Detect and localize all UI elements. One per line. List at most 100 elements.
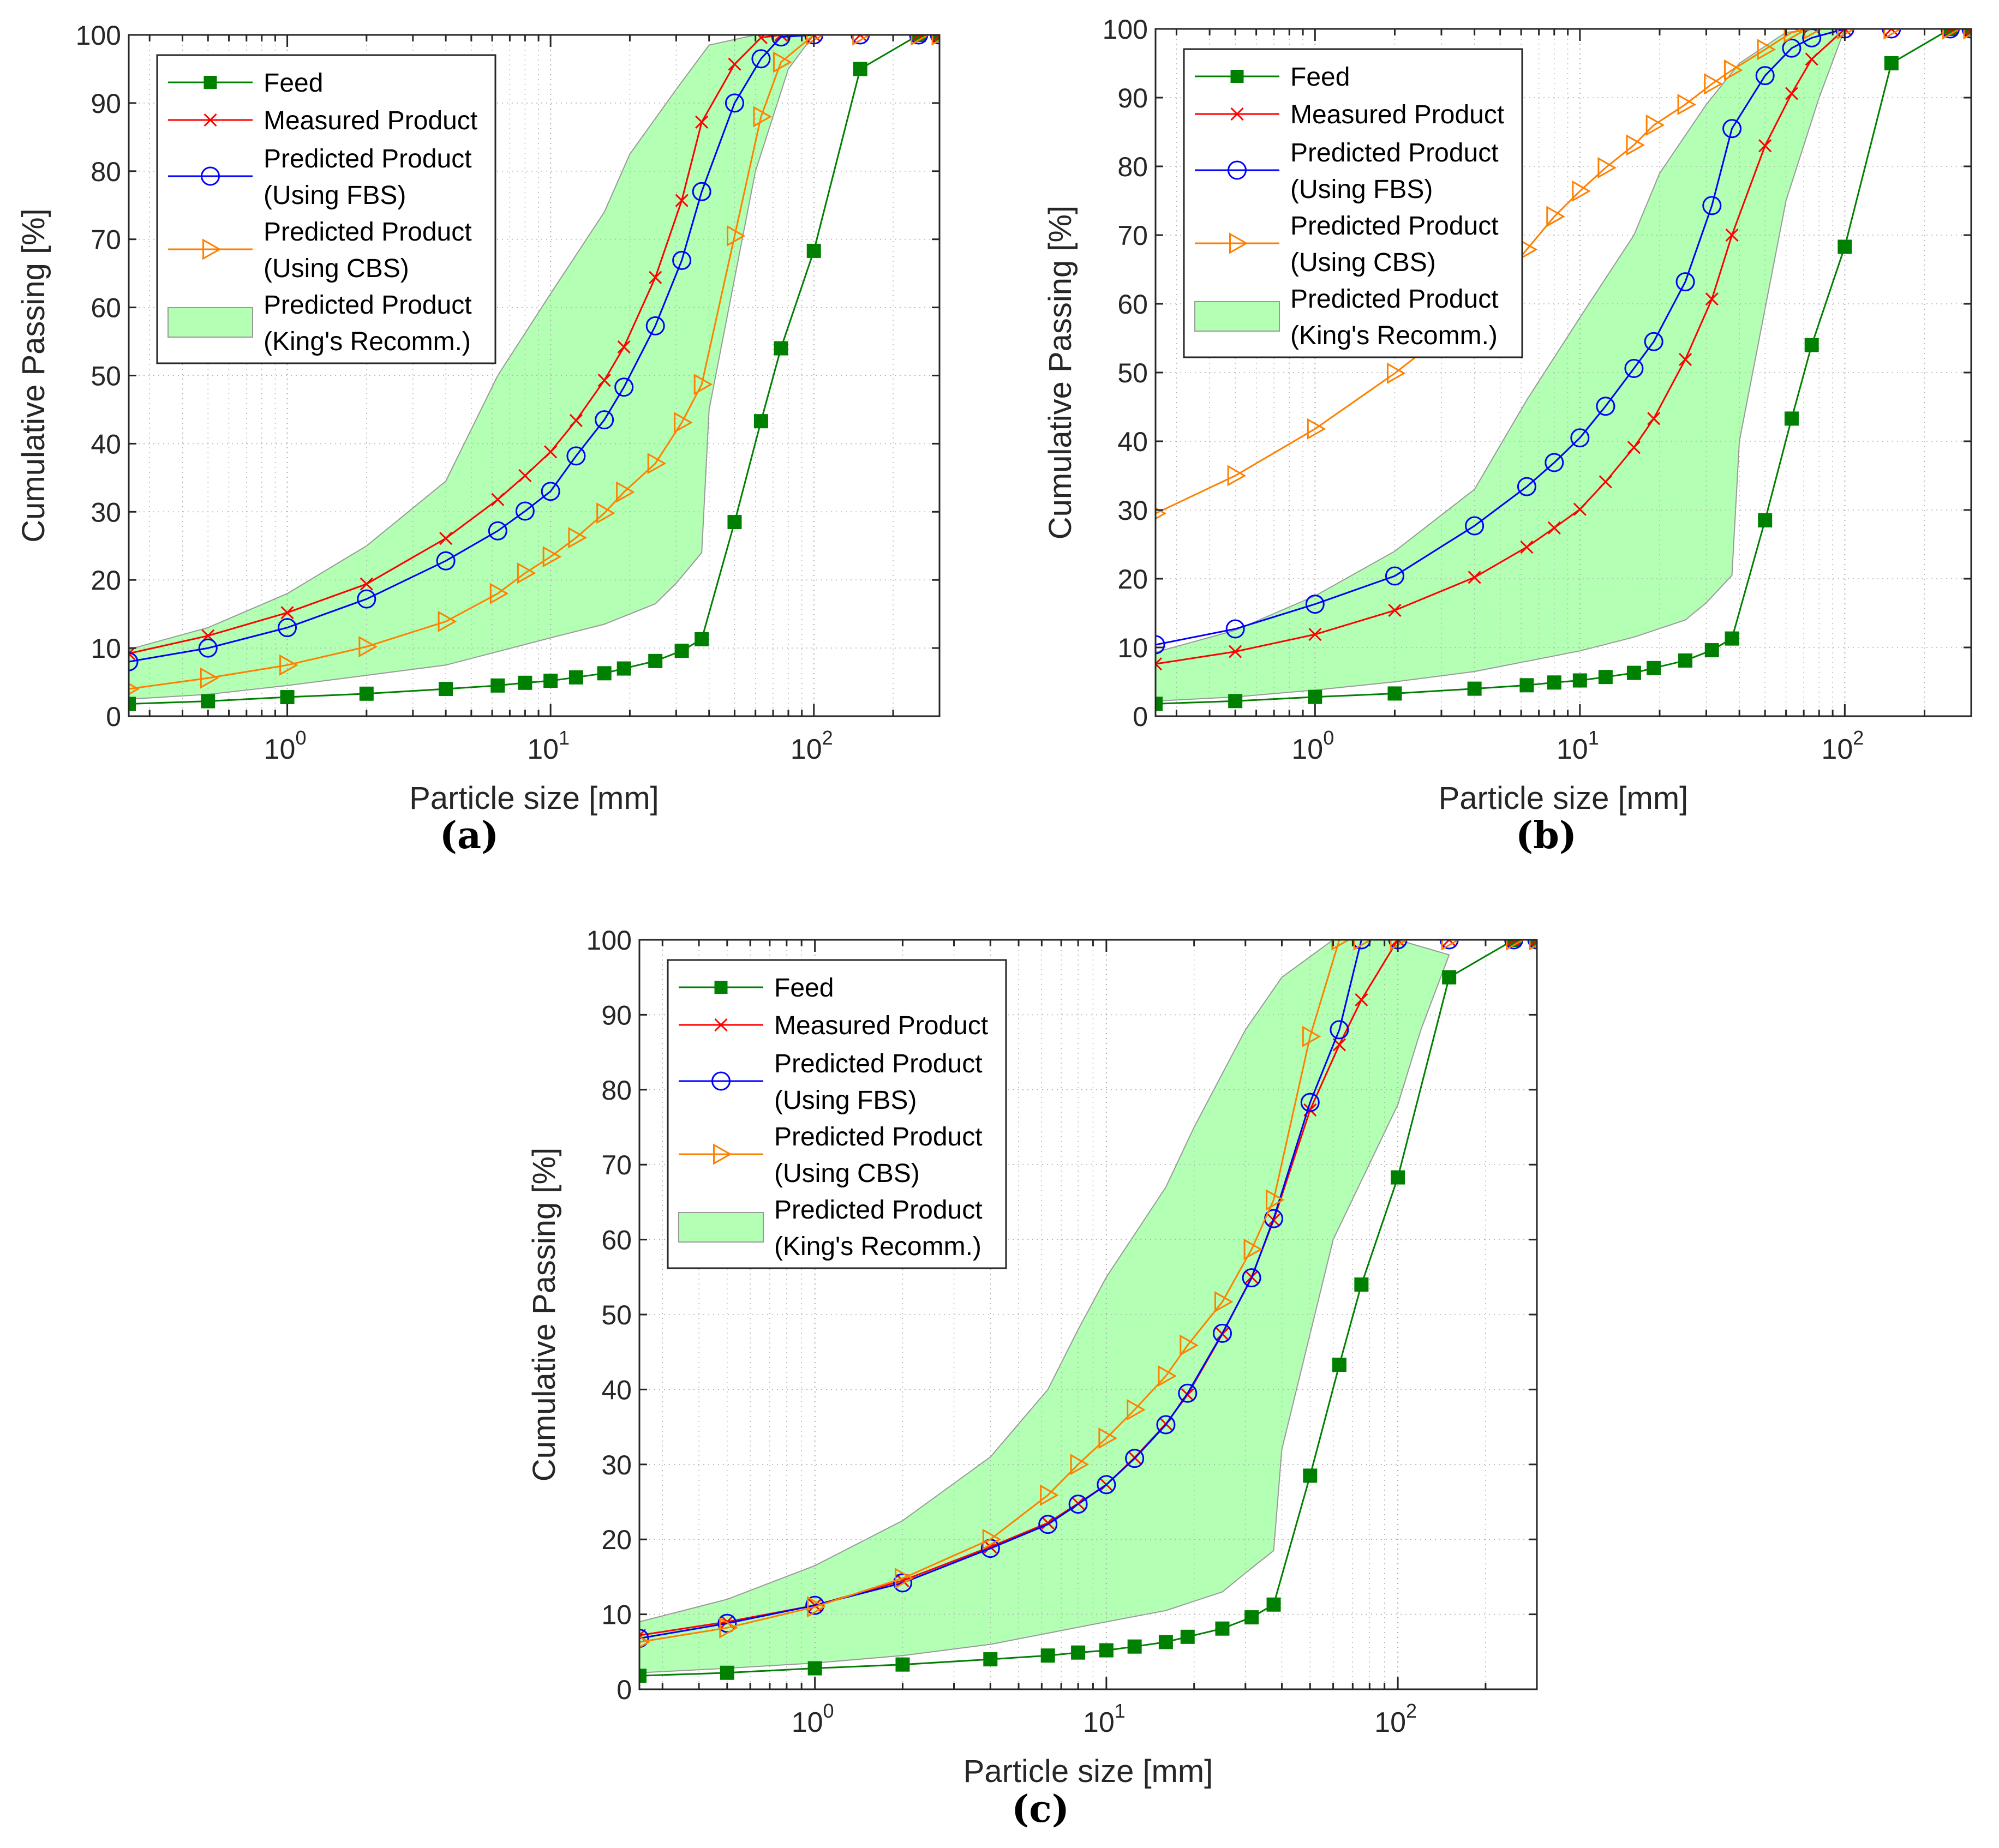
- data-point: [1040, 1484, 1059, 1506]
- x-tick-label: 102: [791, 727, 833, 765]
- data-point: [1156, 657, 1163, 671]
- data-point: [717, 1613, 737, 1633]
- data-point: [1212, 1323, 1232, 1343]
- x-tick-label: 101: [1557, 727, 1599, 765]
- data-point: [1805, 52, 1818, 66]
- data-point: [853, 62, 867, 76]
- panel-caption: (b): [1516, 814, 1577, 857]
- series-feed: [1156, 29, 1971, 711]
- data-point: [1178, 1383, 1198, 1403]
- data-point: [895, 1657, 910, 1672]
- legend-label: Predicted Product: [774, 1123, 983, 1151]
- data-point: [675, 194, 689, 207]
- data-point: [489, 583, 509, 604]
- data-point: [1804, 29, 1823, 40]
- data-point: [278, 618, 297, 638]
- legend-label: Feed: [264, 69, 323, 98]
- data-point: [1332, 1358, 1346, 1372]
- legend-marker: [714, 1018, 728, 1032]
- y-tick-label: 100: [1103, 14, 1148, 45]
- y-tick-label: 40: [601, 1375, 632, 1405]
- y-tick-label: 70: [91, 225, 121, 255]
- data-point: [515, 501, 535, 521]
- data-point: [911, 35, 926, 42]
- data-point: [1385, 566, 1404, 586]
- data-point: [129, 652, 139, 671]
- legend-label: Feed: [774, 974, 834, 1003]
- data-point: [1626, 665, 1641, 680]
- data-point: [1757, 39, 1776, 61]
- y-tick-label: 70: [1117, 220, 1148, 251]
- legend: Feed Measured Product Predicted Product (Us…: [156, 54, 496, 364]
- legend-label: Measured Product: [1290, 100, 1504, 129]
- data-point: [1725, 228, 1739, 242]
- data-point: [1755, 66, 1775, 86]
- data-point: [436, 551, 456, 571]
- legend-patch: [678, 1212, 764, 1243]
- data-point: [1784, 411, 1799, 426]
- legend-marker: [1229, 232, 1248, 254]
- data-point: [674, 644, 689, 658]
- data-point: [1354, 1277, 1369, 1292]
- data-point: [541, 482, 560, 501]
- data-point: [597, 666, 612, 681]
- data-point: [280, 690, 295, 705]
- data-point: [852, 35, 871, 46]
- data-point: [1678, 653, 1693, 668]
- data-point: [129, 682, 140, 695]
- legend-label: (King's Recomm.): [1290, 321, 1498, 350]
- data-point: [1068, 1495, 1088, 1514]
- legend-marker: [1228, 160, 1247, 180]
- data-point: [1387, 686, 1402, 701]
- legend-marker: [204, 113, 217, 127]
- data-point: [639, 1669, 647, 1683]
- y-tick-label: 20: [1117, 564, 1148, 595]
- series-feed: [129, 35, 939, 711]
- data-point: [1215, 1621, 1230, 1636]
- y-tick-label: 100: [76, 20, 121, 51]
- data-point: [1520, 540, 1534, 554]
- y-tick-label: 30: [1117, 495, 1148, 526]
- data-point: [1597, 157, 1617, 179]
- data-point: [751, 49, 771, 69]
- panel-caption: (c): [1012, 1787, 1069, 1831]
- data-point: [129, 697, 136, 711]
- legend-label: Predicted Product: [1290, 285, 1499, 314]
- chart-panel: 0 10 20 30 40 50 60 70 80 90 100 100 101 102 Particle …: [1043, 14, 1972, 857]
- data-point: [1504, 940, 1524, 950]
- series-measured-product: [129, 35, 939, 661]
- data-point: [1156, 1415, 1176, 1435]
- data-point: [279, 654, 298, 676]
- series-measured-product: [1156, 29, 1971, 671]
- data-point: [596, 502, 615, 524]
- data-point: [1572, 673, 1587, 688]
- data-point: [1305, 595, 1325, 614]
- data-point: [1964, 29, 1971, 36]
- y-axis-title: Cumulative Passing [%]: [1043, 206, 1078, 539]
- data-point: [1722, 119, 1742, 139]
- data-point: [647, 453, 667, 475]
- data-point: [566, 446, 586, 466]
- data-point: [649, 271, 662, 284]
- data-point: [1838, 29, 1852, 36]
- data-point: [1783, 29, 1803, 43]
- legend-label: Measured Product: [264, 106, 477, 135]
- data-point: [1645, 114, 1665, 136]
- data-point: [1266, 1597, 1281, 1612]
- data-point: [357, 589, 376, 609]
- data-point: [1307, 418, 1326, 440]
- x-axis-title: Particle size [mm]: [1439, 781, 1689, 816]
- y-tick-label: 40: [1117, 427, 1148, 457]
- legend-label: (Using FBS): [1290, 175, 1433, 204]
- data-point: [1070, 1454, 1090, 1475]
- data-point: [1158, 1635, 1173, 1649]
- data-point: [1097, 1475, 1116, 1495]
- data-point: [518, 469, 532, 483]
- legend-label: Predicted Product: [774, 1196, 983, 1225]
- data-point: [1127, 1639, 1142, 1654]
- series-predicted-product-using-cbs-: [639, 940, 1537, 1648]
- data-point: [1647, 412, 1661, 425]
- data-point: [1758, 139, 1772, 153]
- legend-label: Predicted Product: [1290, 212, 1499, 241]
